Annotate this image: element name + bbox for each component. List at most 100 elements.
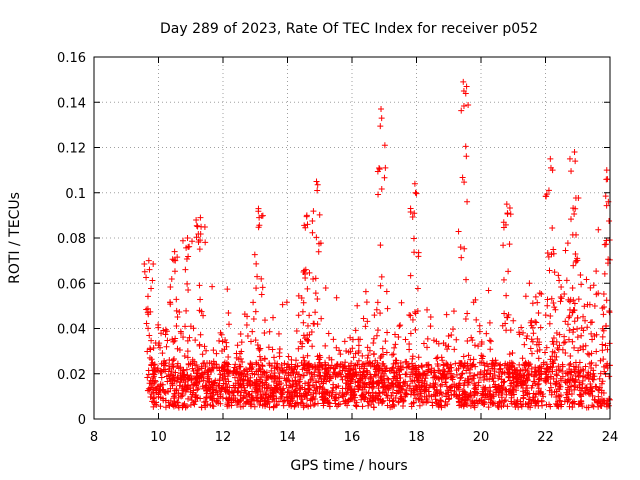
data-point — [157, 382, 164, 389]
data-point — [288, 361, 295, 368]
data-point — [236, 350, 243, 357]
data-point — [546, 320, 553, 327]
data-point — [435, 403, 442, 410]
data-point — [291, 403, 298, 410]
data-point — [519, 355, 526, 362]
data-point — [149, 359, 156, 366]
data-point — [378, 367, 385, 374]
data-point — [572, 377, 579, 384]
data-point — [516, 361, 523, 368]
data-point — [571, 386, 578, 393]
data-point — [354, 302, 361, 309]
data-point — [572, 366, 579, 373]
data-point — [589, 392, 596, 399]
data-point — [412, 395, 419, 402]
data-point — [540, 359, 547, 366]
data-point — [168, 368, 175, 375]
data-point — [255, 345, 262, 352]
data-point — [353, 371, 360, 378]
data-point — [550, 250, 557, 257]
data-point — [582, 317, 589, 324]
data-point — [449, 374, 456, 381]
data-point — [357, 381, 364, 388]
data-point — [411, 391, 418, 398]
data-point — [299, 308, 306, 315]
data-point — [189, 238, 196, 245]
data-point — [479, 388, 486, 395]
data-point — [437, 397, 444, 404]
data-point — [365, 389, 372, 396]
data-point — [192, 337, 199, 344]
data-point — [427, 323, 434, 330]
data-point — [543, 344, 550, 351]
data-point — [443, 375, 450, 382]
data-point — [527, 345, 534, 352]
data-point — [589, 402, 596, 409]
data-point — [397, 395, 404, 402]
data-point — [555, 392, 562, 399]
data-point — [270, 403, 277, 410]
data-point — [225, 309, 232, 316]
data-point — [479, 355, 486, 362]
data-point — [347, 334, 354, 341]
data-point — [396, 367, 403, 374]
data-point — [202, 363, 209, 370]
data-point — [483, 360, 490, 367]
data-point — [377, 374, 384, 381]
data-point — [280, 402, 287, 409]
data-point — [456, 380, 463, 387]
data-point — [316, 372, 323, 379]
data-point — [600, 397, 607, 404]
data-point — [502, 397, 509, 404]
data-point — [374, 359, 381, 366]
data-point — [463, 276, 470, 283]
data-point — [443, 393, 450, 400]
data-point — [500, 242, 507, 249]
data-point — [311, 401, 318, 408]
data-point — [218, 385, 225, 392]
data-point — [193, 234, 200, 241]
data-point — [157, 344, 164, 351]
data-point — [466, 392, 473, 399]
data-point — [268, 367, 275, 374]
data-point — [371, 371, 378, 378]
data-point — [314, 187, 321, 194]
data-point — [324, 367, 331, 374]
data-point — [389, 398, 396, 405]
data-point — [553, 388, 560, 395]
data-point — [237, 330, 244, 337]
data-point — [313, 379, 320, 386]
data-point — [305, 337, 312, 344]
data-point — [219, 372, 226, 379]
data-point — [316, 389, 323, 396]
data-point — [272, 375, 279, 382]
data-point — [577, 272, 584, 279]
data-point — [545, 368, 552, 375]
data-point — [367, 375, 374, 382]
data-point — [351, 388, 358, 395]
data-point — [535, 355, 542, 362]
data-point — [547, 403, 554, 410]
data-point — [169, 380, 176, 387]
data-point — [563, 277, 570, 284]
data-point — [168, 276, 175, 283]
data-point — [437, 389, 444, 396]
data-point — [317, 384, 324, 391]
data-point — [603, 202, 610, 209]
data-point — [448, 364, 455, 371]
data-point — [554, 402, 561, 409]
data-point — [275, 330, 282, 337]
data-point — [542, 312, 549, 319]
data-point — [553, 379, 560, 386]
data-point — [485, 396, 492, 403]
data-point — [486, 376, 493, 383]
data-point — [184, 280, 191, 287]
data-point — [550, 300, 557, 307]
data-point — [427, 313, 434, 320]
data-point — [576, 359, 583, 366]
data-point — [288, 372, 295, 379]
data-point — [254, 389, 261, 396]
data-point — [300, 402, 307, 409]
y-tick-label: 0 — [78, 413, 86, 428]
data-point — [471, 404, 478, 411]
